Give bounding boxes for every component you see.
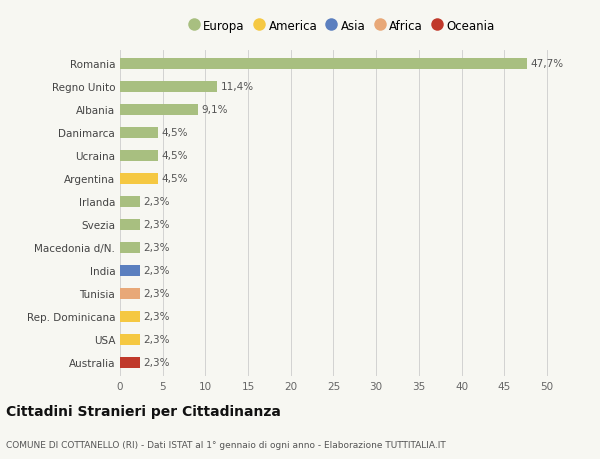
Text: 47,7%: 47,7% [531, 59, 564, 69]
Bar [120, 104, 198, 116]
Text: 2,3%: 2,3% [143, 358, 170, 368]
Bar [120, 173, 158, 185]
Bar [120, 150, 158, 162]
Text: 9,1%: 9,1% [201, 105, 227, 115]
Bar [120, 196, 140, 207]
Text: 2,3%: 2,3% [143, 197, 170, 207]
Bar [120, 81, 217, 93]
Bar [120, 127, 158, 139]
Text: COMUNE DI COTTANELLO (RI) - Dati ISTAT al 1° gennaio di ogni anno - Elaborazione: COMUNE DI COTTANELLO (RI) - Dati ISTAT a… [6, 441, 446, 449]
Bar [120, 311, 140, 322]
Text: 4,5%: 4,5% [162, 128, 188, 138]
Text: 11,4%: 11,4% [221, 82, 254, 92]
Text: 2,3%: 2,3% [143, 243, 170, 253]
Text: 2,3%: 2,3% [143, 289, 170, 299]
Bar [120, 242, 140, 253]
Bar [120, 334, 140, 345]
Text: Cittadini Stranieri per Cittadinanza: Cittadini Stranieri per Cittadinanza [6, 404, 281, 419]
Text: 2,3%: 2,3% [143, 266, 170, 276]
Bar [120, 288, 140, 299]
Text: 2,3%: 2,3% [143, 220, 170, 230]
Bar [120, 265, 140, 276]
Text: 4,5%: 4,5% [162, 151, 188, 161]
Text: 2,3%: 2,3% [143, 312, 170, 322]
Text: 4,5%: 4,5% [162, 174, 188, 184]
Legend: Europa, America, Asia, Africa, Oceania: Europa, America, Asia, Africa, Oceania [187, 17, 497, 35]
Bar [120, 357, 140, 368]
Bar [120, 58, 527, 70]
Text: 2,3%: 2,3% [143, 335, 170, 345]
Bar [120, 219, 140, 230]
